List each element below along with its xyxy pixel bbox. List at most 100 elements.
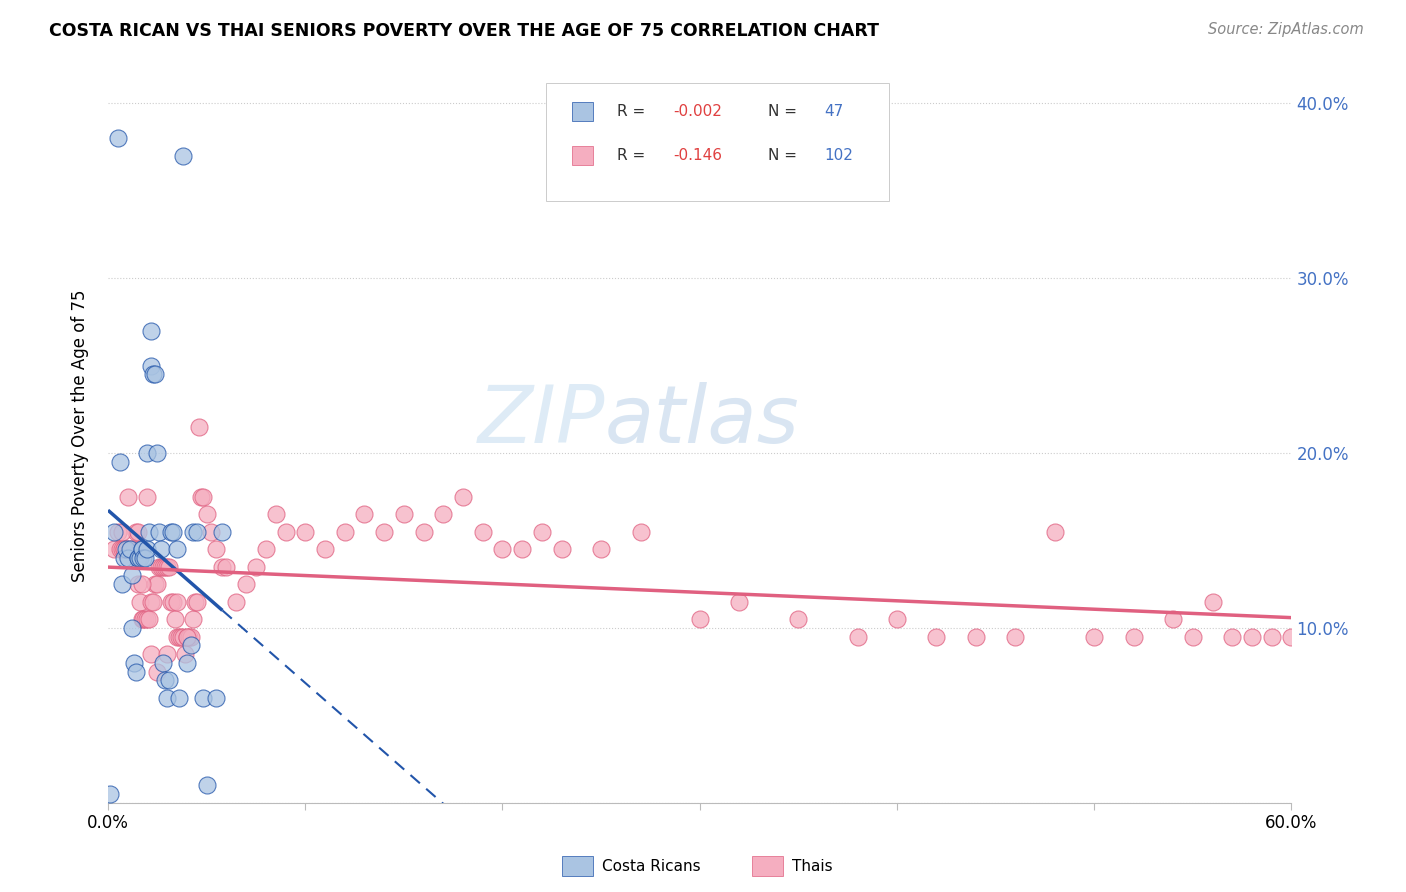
Point	[235, 577, 257, 591]
Text: N =: N =	[768, 148, 803, 162]
Point	[128, 542, 150, 557]
Point	[122, 656, 145, 670]
Point	[114, 542, 136, 557]
Point	[117, 490, 139, 504]
Point	[187, 419, 209, 434]
Point	[254, 542, 277, 557]
Point	[245, 559, 267, 574]
Point	[314, 542, 336, 557]
Point	[172, 630, 194, 644]
Point	[127, 524, 149, 539]
Point	[112, 542, 135, 557]
Point	[205, 542, 228, 557]
Text: N =: N =	[768, 103, 803, 119]
Point	[180, 638, 202, 652]
Point	[186, 594, 208, 608]
Point	[172, 149, 194, 163]
Point	[98, 787, 121, 801]
Point	[131, 542, 153, 557]
Point	[167, 690, 190, 705]
Point	[170, 630, 193, 644]
Point	[200, 524, 222, 539]
Text: R =: R =	[617, 148, 650, 162]
Point	[689, 612, 711, 626]
Point	[1161, 612, 1184, 626]
Point	[353, 507, 375, 521]
Point	[142, 594, 165, 608]
Point	[136, 542, 159, 557]
Point	[160, 524, 183, 539]
Point	[114, 542, 136, 557]
Point	[274, 524, 297, 539]
Point	[136, 446, 159, 460]
Point	[550, 542, 572, 557]
Point	[195, 507, 218, 521]
Point	[146, 577, 169, 591]
Point	[152, 559, 174, 574]
Point	[118, 542, 141, 557]
Point	[166, 594, 188, 608]
Point	[886, 612, 908, 626]
Point	[432, 507, 454, 521]
Point	[141, 647, 163, 661]
Point	[136, 490, 159, 504]
Point	[131, 612, 153, 626]
Point	[166, 630, 188, 644]
Point	[1122, 630, 1144, 644]
Point	[215, 559, 238, 574]
Point	[181, 612, 204, 626]
Point	[138, 612, 160, 626]
Point	[190, 490, 212, 504]
Point	[1043, 524, 1066, 539]
Point	[156, 647, 179, 661]
Point	[142, 368, 165, 382]
Point	[1181, 630, 1204, 644]
Point	[128, 594, 150, 608]
Point	[195, 778, 218, 792]
Point	[141, 324, 163, 338]
Point	[108, 455, 131, 469]
Point	[174, 647, 197, 661]
Text: R =: R =	[617, 103, 650, 119]
Point	[180, 630, 202, 644]
Point	[124, 665, 146, 679]
Point	[181, 524, 204, 539]
Text: 102: 102	[824, 148, 853, 162]
Point	[373, 524, 395, 539]
Point	[127, 577, 149, 591]
Point	[471, 524, 494, 539]
Point	[166, 542, 188, 557]
Point	[191, 690, 214, 705]
Point	[132, 612, 155, 626]
Point	[1201, 594, 1223, 608]
Y-axis label: Seniors Poverty Over the Age of 75: Seniors Poverty Over the Age of 75	[72, 289, 89, 582]
Point	[148, 559, 170, 574]
Point	[131, 542, 153, 557]
Point	[150, 559, 173, 574]
Text: atlas: atlas	[605, 382, 800, 460]
Point	[141, 359, 163, 373]
Point	[138, 524, 160, 539]
Point	[186, 524, 208, 539]
Point	[153, 559, 176, 574]
Point	[136, 612, 159, 626]
Point	[162, 594, 184, 608]
Point	[177, 630, 200, 644]
Point	[205, 690, 228, 705]
Point	[108, 542, 131, 557]
Point	[591, 542, 613, 557]
Point	[160, 594, 183, 608]
Point	[146, 665, 169, 679]
Point	[122, 542, 145, 557]
Point	[392, 507, 415, 521]
Point	[111, 577, 134, 591]
Text: COSTA RICAN VS THAI SENIORS POVERTY OVER THE AGE OF 75 CORRELATION CHART: COSTA RICAN VS THAI SENIORS POVERTY OVER…	[49, 22, 879, 40]
Text: Source: ZipAtlas.com: Source: ZipAtlas.com	[1208, 22, 1364, 37]
Point	[112, 542, 135, 557]
Point	[111, 524, 134, 539]
Point	[103, 542, 125, 557]
Point	[143, 368, 166, 382]
Point	[1240, 630, 1263, 644]
Point	[121, 621, 143, 635]
Point	[103, 524, 125, 539]
